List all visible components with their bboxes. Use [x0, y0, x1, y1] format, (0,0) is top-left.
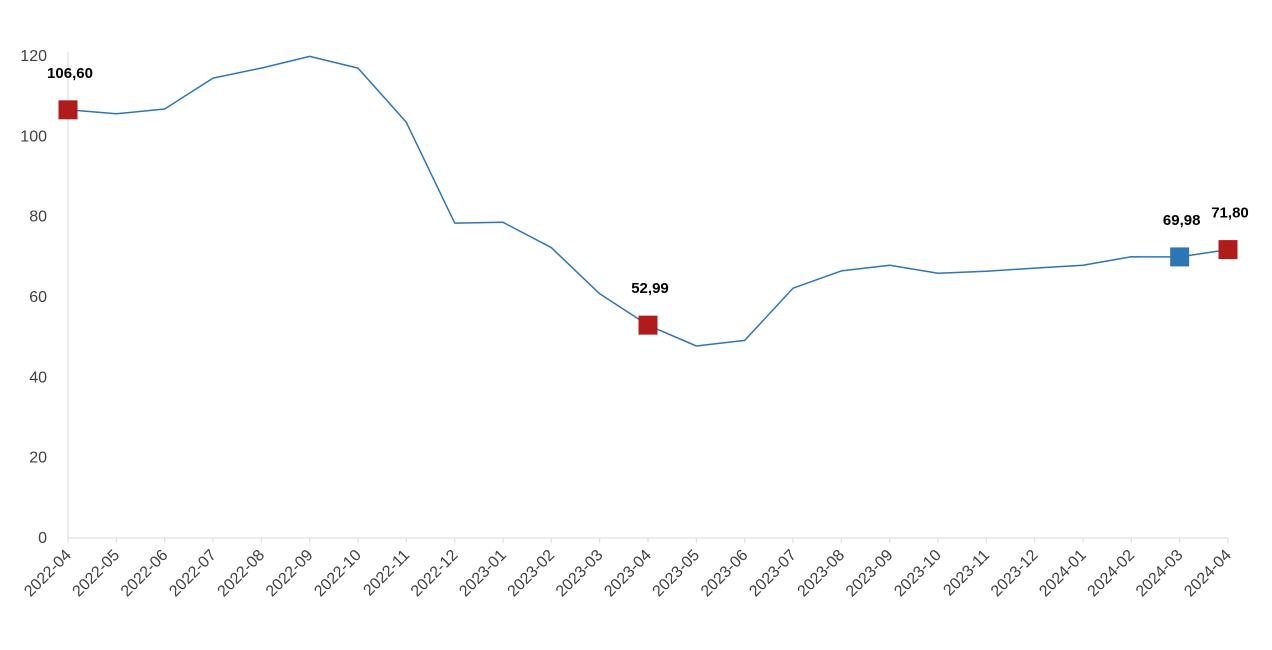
highlight-marker: [1218, 240, 1238, 260]
highlight-marker: [58, 100, 78, 120]
highlight-marker: [638, 315, 658, 335]
y-tick-label: 20: [29, 450, 47, 467]
x-tick-label: 2023-12: [988, 547, 1042, 601]
y-tick-label: 100: [20, 128, 47, 145]
x-tick-label: 2022-12: [408, 547, 462, 601]
x-tick-label: 2023-07: [746, 547, 800, 601]
x-tick-label: 2023-05: [650, 547, 704, 601]
x-tick-label: 2022-04: [21, 547, 75, 601]
data-label: 69,98: [1163, 212, 1201, 229]
highlight-marker: [1170, 247, 1190, 267]
data-label: 52,99: [631, 280, 669, 297]
x-tick-label: 2022-09: [263, 547, 317, 601]
data-labels: 106,60 52,99 69,98 71,80: [47, 65, 1249, 297]
x-tick-label: 2022-06: [118, 547, 172, 601]
x-tick-label: 2023-09: [843, 547, 897, 601]
x-tick-label: 2023-03: [553, 547, 607, 601]
y-axis-ticks: 0 20 40 60 80 100 120: [20, 48, 47, 547]
x-tick-label: 2024-03: [1133, 547, 1187, 601]
x-tick-label: 2024-01: [1036, 547, 1090, 601]
series-line: [67, 55, 1229, 347]
data-label: 106,60: [47, 65, 93, 82]
y-tick-label: 60: [29, 289, 47, 306]
x-tick-label: 2022-05: [70, 547, 124, 601]
x-tick-label: 2022-10: [311, 547, 365, 601]
y-tick-label: 80: [29, 209, 47, 226]
x-tick-label: 2022-11: [360, 547, 413, 600]
x-tick-label: 2023-08: [795, 547, 849, 601]
series-layer: [67, 55, 1229, 347]
x-tick-label: 2023-01: [456, 547, 510, 601]
x-tick-label: 2023-11: [940, 547, 993, 600]
x-axis-ticks: 2022-042022-052022-062022-072022-082022-…: [21, 538, 1235, 600]
data-label: 71,80: [1211, 205, 1249, 222]
y-tick-label: 0: [38, 530, 47, 547]
x-tick-label: 2023-02: [505, 547, 559, 601]
highlight-markers: [58, 100, 1238, 335]
x-tick-label: 2022-08: [215, 547, 269, 601]
x-tick-label: 2023-10: [891, 547, 945, 601]
y-tick-label: 120: [20, 48, 47, 65]
x-tick-label: 2022-07: [166, 547, 220, 601]
x-tick-label: 2023-06: [698, 547, 752, 601]
y-tick-label: 40: [29, 369, 47, 386]
x-tick-label: 2023-04: [601, 547, 655, 601]
x-tick-label: 2024-02: [1085, 547, 1139, 601]
x-tick-label: 2024-04: [1181, 547, 1235, 601]
